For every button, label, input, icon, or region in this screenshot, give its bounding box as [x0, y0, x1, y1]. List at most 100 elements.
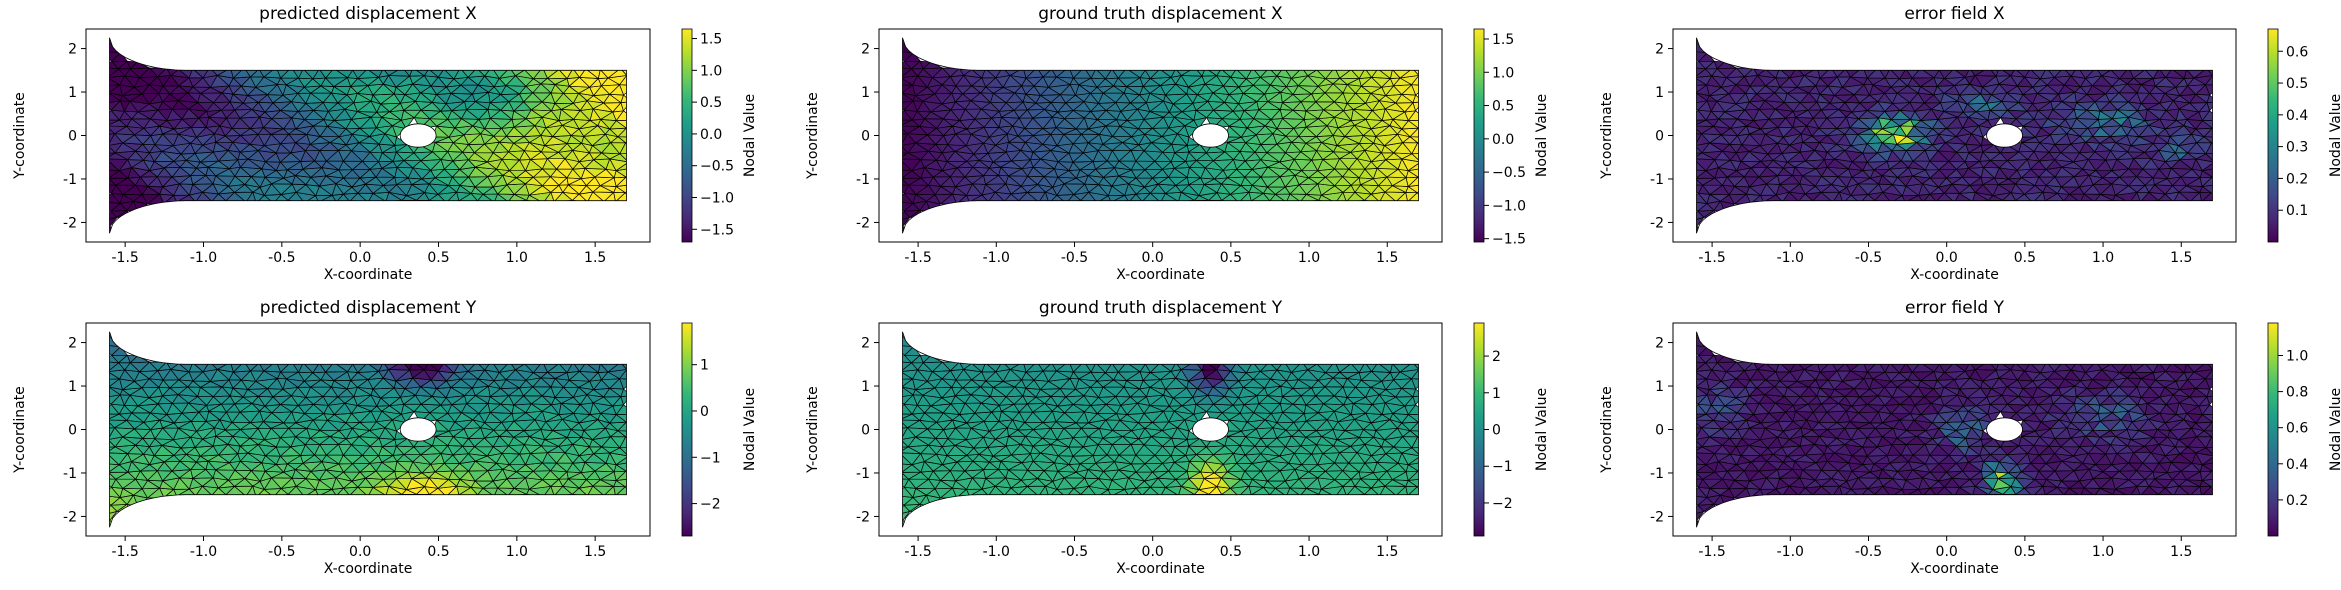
- x-tick-label: -1.5: [112, 544, 139, 560]
- x-tick-label: 0.0: [1936, 250, 1958, 266]
- colorbar-tick-label: 0.0: [1492, 132, 1514, 148]
- specimen-outline: [109, 37, 627, 234]
- mesh: [109, 37, 627, 234]
- hole: [1192, 123, 1229, 148]
- x-tick-label: 1.5: [584, 250, 606, 266]
- mesh-triangle: [902, 152, 909, 160]
- mesh-triangle: [129, 61, 150, 70]
- mesh-triangle: [1696, 184, 1704, 194]
- y-tick-label: 1: [68, 379, 77, 395]
- x-tick-label: 0.0: [349, 250, 371, 266]
- mesh-triangle: [2202, 110, 2213, 121]
- mesh-triangle: [2201, 176, 2213, 187]
- colorbar: [681, 28, 693, 243]
- colorbar-tick-label: 0.6: [2286, 44, 2308, 60]
- subplot-title: error field X: [1904, 4, 2005, 24]
- colorbar: [681, 322, 693, 537]
- mesh-triangle: [1408, 110, 1419, 121]
- mesh-triangle: [1407, 161, 1419, 172]
- colorbar-tick-label: 0.5: [1492, 99, 1514, 115]
- y-tick-label: 1: [861, 85, 870, 101]
- x-tick-label: 0.5: [427, 544, 449, 560]
- mesh-triangle: [615, 470, 627, 481]
- mesh-triangle: [902, 184, 910, 194]
- colorbar-tick-label: 0: [700, 404, 709, 420]
- mesh-triangle: [619, 436, 627, 449]
- mesh-triangle: [617, 421, 627, 432]
- colorbar-tick-label: 1.5: [700, 32, 722, 48]
- y-tick-label: 1: [1655, 85, 1664, 101]
- x-tick-label: -0.5: [1855, 250, 1882, 266]
- x-axis-label: X-coordinate: [1116, 267, 1205, 283]
- mesh: [109, 331, 627, 528]
- y-tick-label: -1: [63, 172, 77, 188]
- mesh-triangle: [1696, 37, 1706, 44]
- mesh-triangle: [1716, 61, 1737, 70]
- subplot-1: -1.5 -1.0 -0.5 0.0 0.5 1.0 1.5-2-1012predicted…: [12, 4, 758, 283]
- y-tick-label: -1: [63, 466, 77, 482]
- y-tick-label: 0: [68, 423, 77, 439]
- y-tick-label: 0: [68, 129, 77, 145]
- x-tick-label: 1.5: [2170, 250, 2192, 266]
- x-tick-label: -1.0: [1777, 250, 1804, 266]
- mesh-triangle: [1407, 176, 1419, 187]
- y-tick-label: 2: [68, 336, 77, 352]
- mesh-triangle: [902, 66, 912, 78]
- x-tick-label: 1.5: [1376, 250, 1398, 266]
- mesh-triangle: [619, 378, 627, 390]
- mesh-triangle: [1409, 127, 1419, 138]
- y-tick-label: -2: [63, 215, 77, 231]
- y-tick-label: -1: [856, 172, 870, 188]
- mesh-triangle: [109, 427, 115, 440]
- mesh-triangle: [615, 455, 627, 466]
- x-tick-label: -0.5: [1061, 250, 1088, 266]
- colorbar-tick-label: 1: [700, 358, 709, 374]
- x-tick-label: 0.0: [349, 544, 371, 560]
- mesh-triangle: [922, 61, 943, 70]
- x-tick-label: 1.0: [2092, 250, 2114, 266]
- mesh: [902, 331, 1419, 528]
- mesh-triangle: [615, 161, 627, 172]
- mesh-triangle: [1412, 94, 1419, 103]
- mesh-triangle: [1411, 84, 1419, 96]
- y-tick-label: 0: [1655, 129, 1664, 145]
- x-tick-label: 1.0: [506, 544, 528, 560]
- mesh-triangle: [109, 133, 115, 146]
- colorbar-tick-label: 1.0: [700, 63, 722, 79]
- colorbar-tick-label: 0.4: [2286, 108, 2308, 124]
- specimen-outline: [902, 37, 1419, 234]
- subplot-title: ground truth displacement X: [1038, 4, 1283, 24]
- mesh-triangle: [619, 142, 627, 155]
- mesh-triangle: [619, 84, 627, 96]
- colorbar-tick-label: −2: [700, 497, 721, 513]
- x-tick-label: 1.0: [506, 250, 528, 266]
- colorbar-tick-label: −1.0: [700, 190, 734, 206]
- mesh-triangle: [1411, 75, 1419, 86]
- y-tick-label: -2: [63, 509, 77, 525]
- colorbar-tick-label: −1.0: [1492, 198, 1526, 214]
- subplot-4: -1.5 -1.0 -0.5 0.0 0.5 1.0 1.5-2-1012predicted…: [12, 298, 758, 577]
- mesh-triangle: [617, 127, 627, 138]
- x-tick-label: -1.0: [190, 250, 217, 266]
- y-tick-label: 2: [1655, 42, 1664, 58]
- x-tick-label: -1.0: [190, 544, 217, 560]
- x-tick-label: -1.5: [904, 250, 931, 266]
- colorbar-tick-label: 0.5: [700, 95, 722, 111]
- colorbar-tick-label: 1.5: [1492, 32, 1514, 48]
- mesh-triangle: [109, 152, 116, 160]
- mesh-triangle: [902, 133, 908, 146]
- colorbar-label: Nodal Value: [2328, 94, 2341, 177]
- specimen-outline: [1696, 37, 2213, 234]
- hole: [399, 123, 437, 148]
- mesh-triangle: [109, 50, 121, 62]
- mesh-triangle: [2206, 94, 2213, 103]
- x-tick-label: -0.5: [268, 250, 295, 266]
- x-axis-label: X-coordinate: [324, 561, 413, 577]
- mesh-triangle: [109, 184, 117, 194]
- x-axis-label: X-coordinate: [1910, 267, 1999, 283]
- mesh: [902, 37, 1419, 234]
